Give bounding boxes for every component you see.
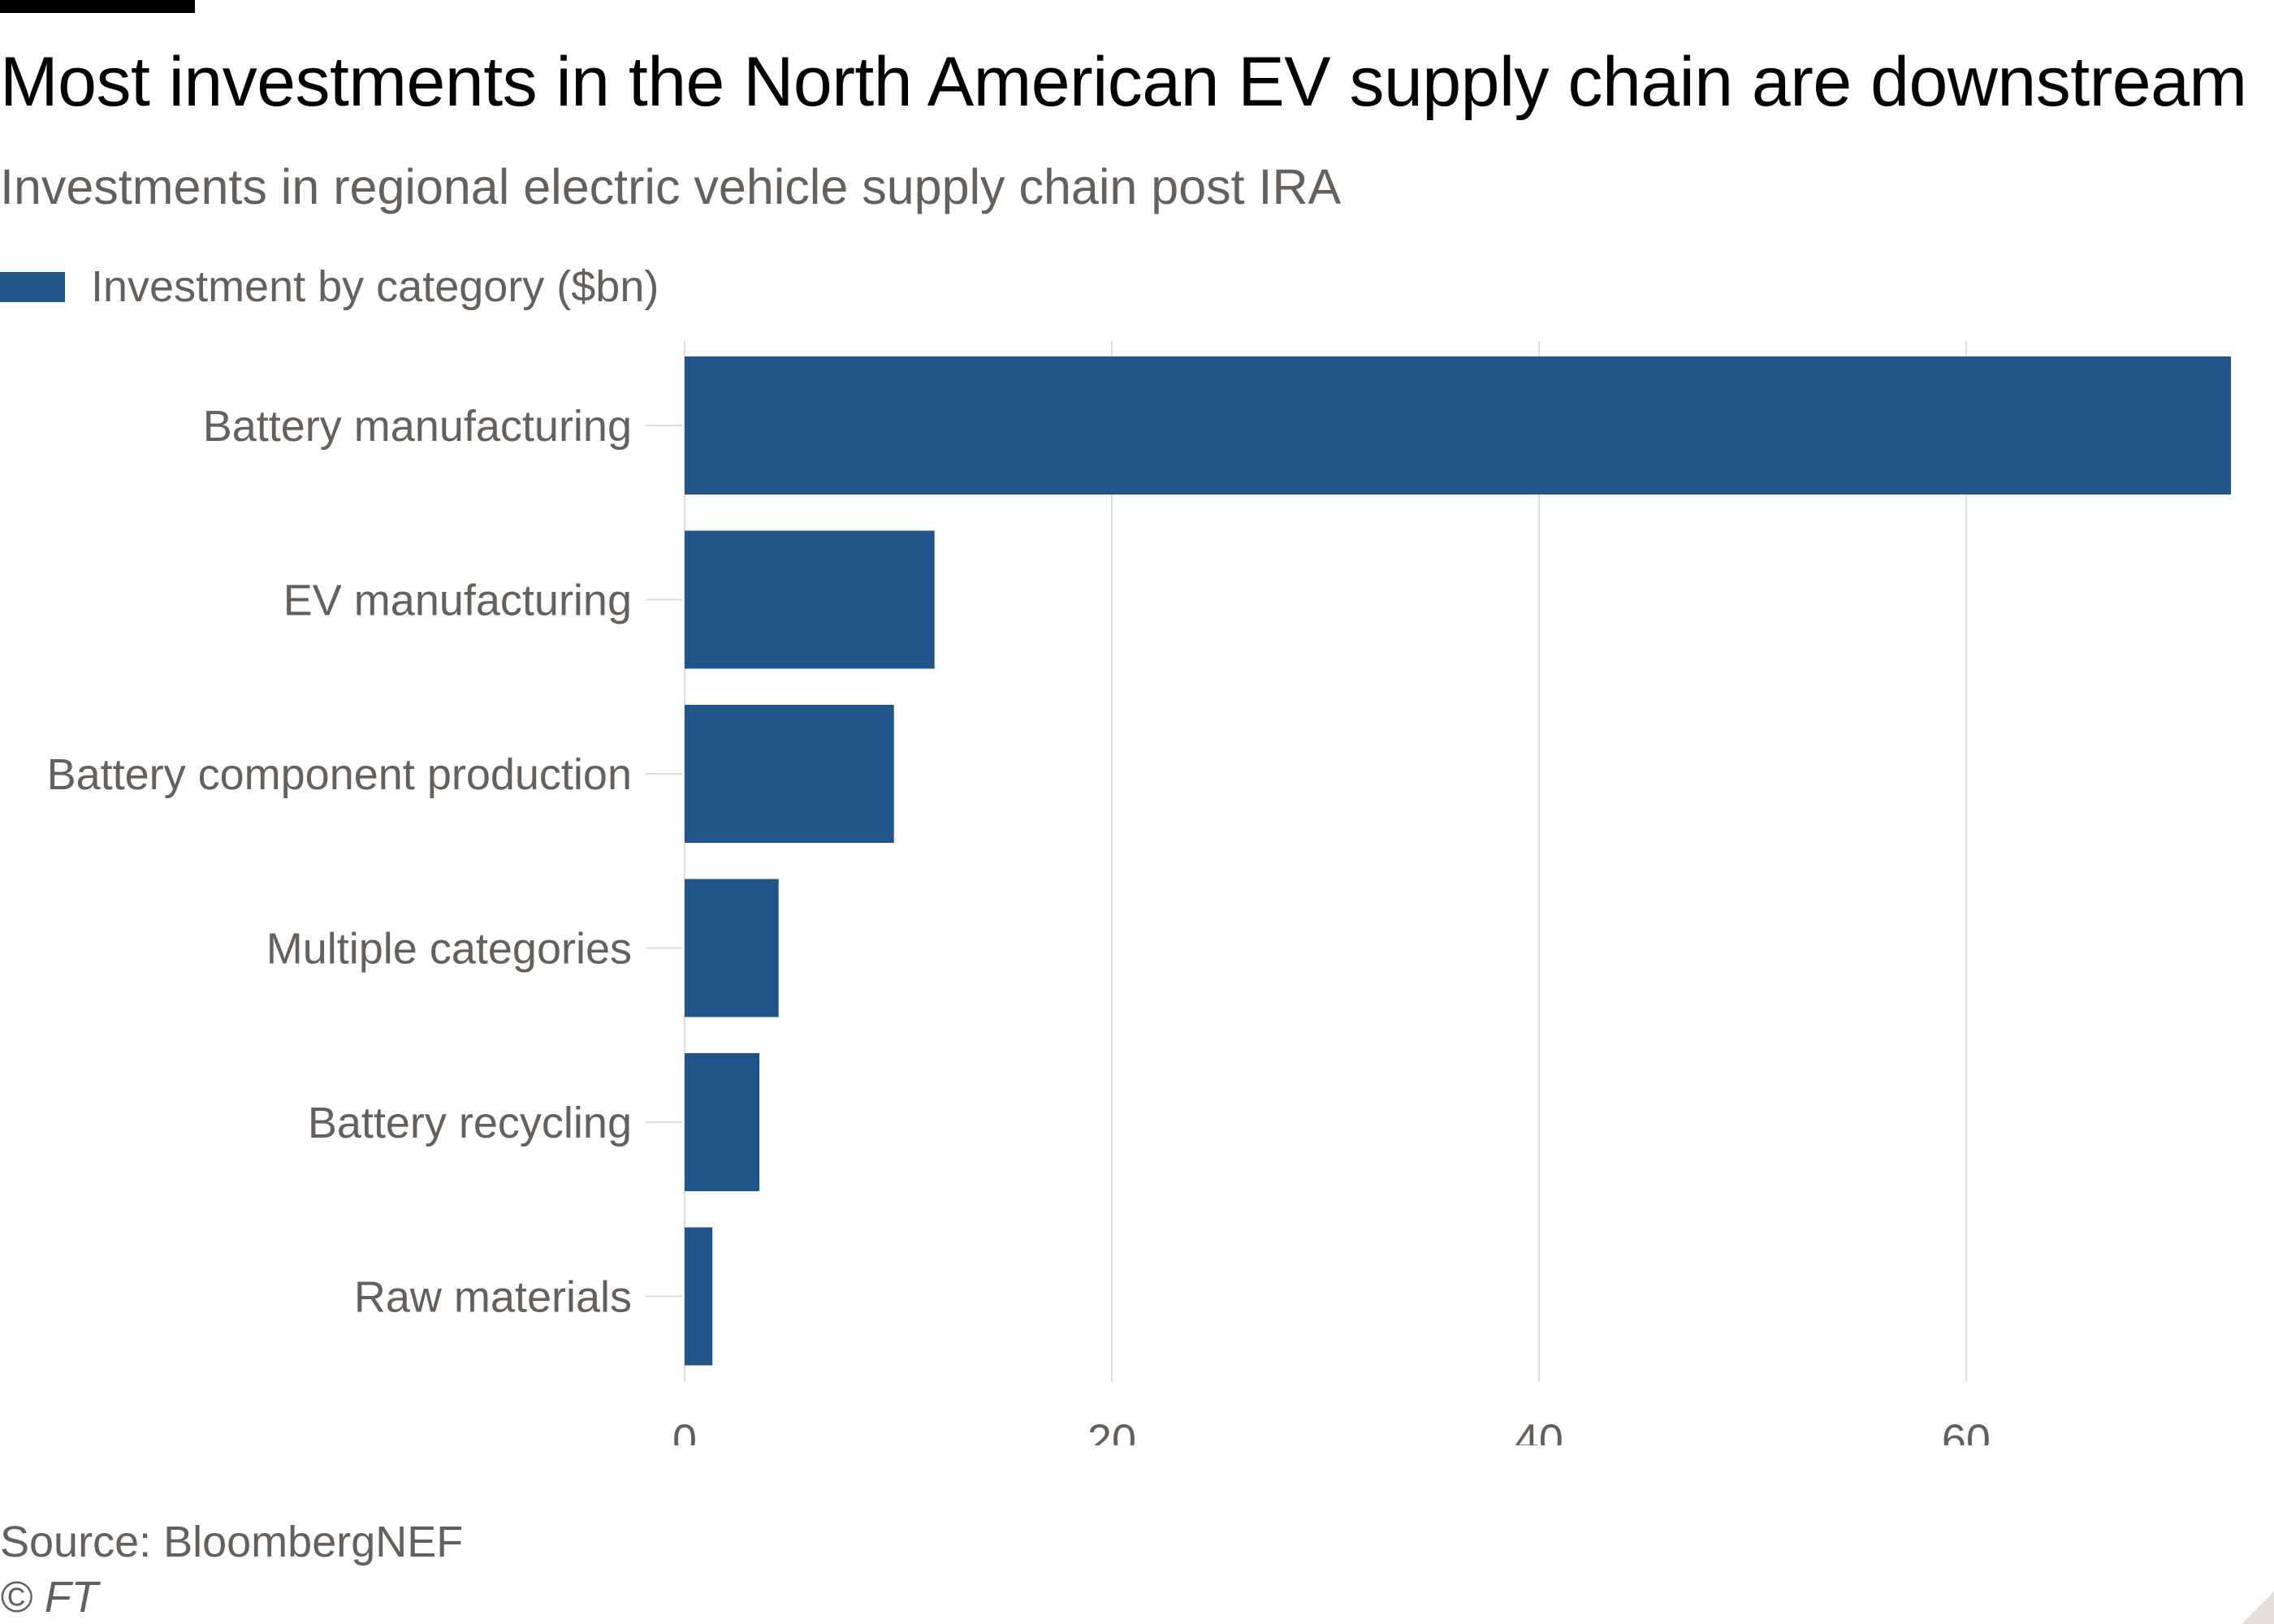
x-tick-label-20: 20 [1087, 1416, 1136, 1446]
bar-multiple-categories [685, 879, 779, 1017]
chart-subtitle: Investments in regional electric vehicle… [0, 159, 1342, 214]
legend: Investment by category ($bn) [0, 257, 659, 316]
category-label: Raw materials [354, 1273, 632, 1322]
bar-battery-component-production [685, 705, 894, 843]
x-tick-label-0: 0 [672, 1416, 697, 1446]
source-note: Source: BloombergNEF [0, 1518, 464, 1566]
x-tick-label-40: 40 [1515, 1416, 1563, 1446]
bar-battery-manufacturing [685, 356, 2231, 495]
corner-fold-icon [2242, 1592, 2274, 1624]
bar-raw-materials [685, 1227, 713, 1366]
bar-chart: 0 20 40 60 Battery manufacturing EV manufactu… [47, 341, 2231, 1446]
category-label: Battery component production [47, 750, 632, 799]
category-label: Battery recycling [308, 1099, 632, 1147]
copyright-note: © FT [0, 1573, 98, 1622]
x-tick-label-60: 60 [1942, 1416, 1991, 1446]
top-rule [0, 0, 195, 13]
bar-ev-manufacturing [685, 530, 935, 669]
legend-label: Investment by category ($bn) [91, 262, 659, 311]
category-label: Battery manufacturing [203, 402, 632, 451]
bar-battery-recycling [685, 1053, 760, 1191]
category-label: Multiple categories [266, 925, 632, 974]
chart-title: Most investments in the North American E… [0, 43, 2247, 121]
legend-swatch [0, 271, 65, 302]
category-label: EV manufacturing [283, 577, 632, 625]
